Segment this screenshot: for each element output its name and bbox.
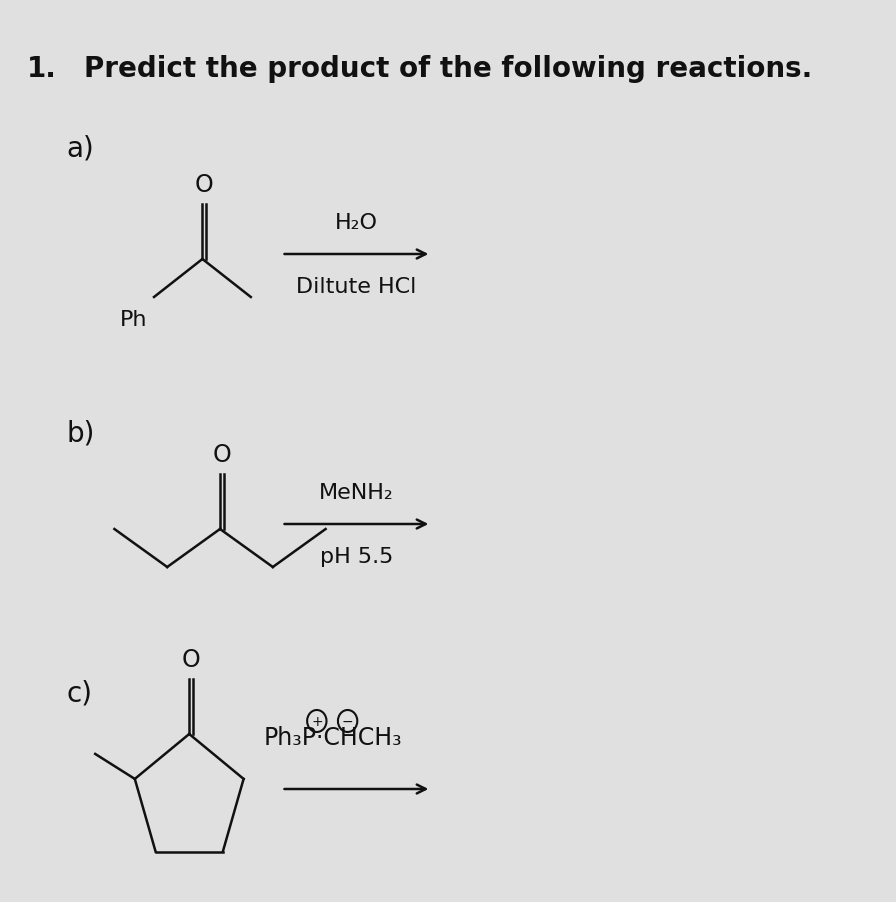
Text: Ph: Ph: [119, 309, 147, 329]
Text: a): a): [66, 135, 94, 163]
Text: O: O: [194, 173, 213, 197]
Text: −: −: [341, 714, 353, 728]
Text: Ph₃P·CHCH₃: Ph₃P·CHCH₃: [263, 725, 402, 750]
Text: pH 5.5: pH 5.5: [320, 547, 393, 566]
Text: O: O: [182, 648, 201, 671]
Text: H₂O: H₂O: [335, 213, 378, 233]
Text: Predict the product of the following reactions.: Predict the product of the following rea…: [83, 55, 812, 83]
Text: Diltute HCl: Diltute HCl: [297, 277, 417, 297]
Text: c): c): [66, 679, 92, 707]
Text: MeNH₂: MeNH₂: [319, 483, 394, 502]
Text: b): b): [66, 419, 94, 447]
Text: O: O: [212, 443, 231, 466]
Text: 1.: 1.: [26, 55, 56, 83]
Text: +: +: [311, 714, 323, 728]
